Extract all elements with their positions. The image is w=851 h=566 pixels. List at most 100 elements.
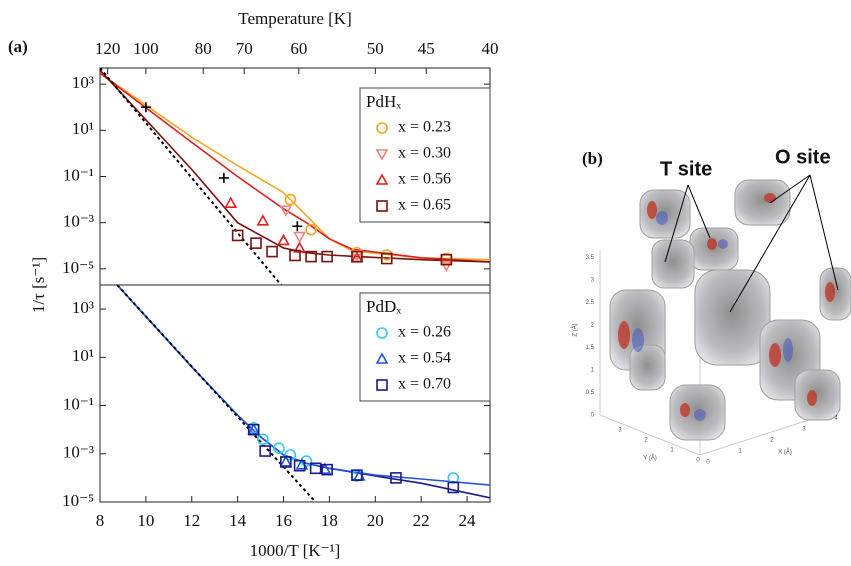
x2-tick-label: 50 bbox=[367, 39, 384, 58]
axis-label: X (Å) bbox=[778, 449, 792, 456]
x2-tick-label: 40 bbox=[482, 39, 499, 58]
y-tick-label: 10⁻³ bbox=[63, 212, 94, 231]
annotation: T site bbox=[660, 158, 712, 180]
x-tick-label: 12 bbox=[183, 511, 200, 530]
y-axis-label: 1/τ [s⁻¹] bbox=[29, 257, 48, 313]
x-tick-label: 14 bbox=[229, 511, 247, 530]
marker bbox=[218, 172, 229, 183]
x2-tick-label: 80 bbox=[195, 39, 212, 58]
marker bbox=[284, 193, 297, 206]
marker bbox=[257, 433, 269, 446]
marker bbox=[279, 455, 293, 467]
marker bbox=[293, 459, 306, 472]
legend-label: x = 0.26 bbox=[398, 324, 451, 341]
x-tick-label: 10 bbox=[137, 511, 154, 530]
marker bbox=[140, 102, 151, 113]
legend-box bbox=[359, 292, 491, 402]
z-tick-label: 1.5 bbox=[586, 345, 595, 351]
marker bbox=[440, 253, 453, 266]
x2-tick-label: 70 bbox=[236, 39, 253, 58]
legend-label: x = 0.70 bbox=[398, 376, 451, 393]
y-tick-label: 10³ bbox=[72, 73, 94, 92]
x2-tick-label: 60 bbox=[290, 39, 307, 58]
marker bbox=[305, 250, 317, 263]
marker bbox=[256, 214, 270, 226]
legend-box bbox=[359, 87, 491, 223]
marker bbox=[247, 423, 260, 436]
marker bbox=[447, 481, 460, 494]
marker bbox=[279, 205, 293, 217]
z-tick-label: 3.5 bbox=[586, 255, 595, 261]
x2-tick-label: 120 bbox=[95, 39, 121, 58]
z-tick-label: 0 bbox=[591, 413, 595, 419]
marker bbox=[375, 173, 389, 185]
x-tick-label: 0 bbox=[706, 460, 710, 466]
marker bbox=[390, 472, 402, 484]
marker bbox=[224, 196, 238, 208]
plot-area bbox=[116, 285, 490, 502]
legend-label: x = 0.56 bbox=[398, 171, 451, 188]
y-tick-label: 3 bbox=[618, 428, 622, 434]
x-tick-label: 8 bbox=[96, 511, 105, 530]
annotation: O site bbox=[775, 146, 831, 168]
panel-label: (b) bbox=[582, 149, 603, 168]
marker bbox=[321, 463, 333, 476]
z-tick-label: 2.5 bbox=[586, 300, 595, 306]
fit-line bbox=[100, 72, 490, 263]
y-tick-label: 10¹ bbox=[72, 119, 94, 138]
marker bbox=[380, 252, 393, 265]
marker bbox=[351, 469, 363, 481]
legend-label: x = 0.30 bbox=[398, 145, 451, 162]
marker bbox=[231, 229, 244, 242]
x-tick-label: 3 bbox=[802, 427, 806, 433]
marker bbox=[247, 423, 261, 435]
marker bbox=[351, 250, 363, 263]
x2-tick-label: 45 bbox=[418, 39, 435, 58]
y-tick-label: 10⁻⁵ bbox=[62, 491, 94, 510]
y-tick-label: 1 bbox=[670, 448, 674, 454]
marker bbox=[280, 456, 292, 468]
y-tick-label: 10⁻⁵ bbox=[62, 258, 94, 277]
marker bbox=[309, 462, 322, 475]
marker bbox=[305, 223, 317, 236]
marker bbox=[440, 260, 453, 273]
y-tick-label: 10⁻³ bbox=[63, 443, 94, 462]
y-tick-label: 10³ bbox=[72, 298, 94, 317]
marker bbox=[375, 352, 389, 364]
dashed-fit-line bbox=[116, 285, 317, 502]
marker bbox=[293, 231, 306, 244]
z-tick-label: 0.5 bbox=[586, 390, 595, 396]
z-tick-label: 1 bbox=[591, 368, 595, 374]
marker bbox=[376, 379, 388, 391]
marker bbox=[321, 250, 333, 263]
x-tick-label: 24 bbox=[459, 511, 477, 530]
marker bbox=[273, 442, 285, 455]
marker bbox=[259, 445, 271, 457]
z-tick-label: 3 bbox=[591, 278, 595, 284]
panel-b-render bbox=[599, 174, 851, 456]
legend-title: PdHₓ bbox=[366, 92, 401, 111]
dashed-fit-line bbox=[100, 68, 282, 285]
marker bbox=[289, 249, 301, 262]
axis-label: Z (Å) bbox=[572, 323, 579, 336]
x-tick-label: 20 bbox=[367, 511, 384, 530]
legend-label: x = 0.65 bbox=[398, 197, 451, 214]
legend-label: x = 0.23 bbox=[398, 119, 451, 136]
axis-label: Y (Å) bbox=[643, 455, 657, 462]
x-tick-label: 16 bbox=[275, 511, 292, 530]
x-tick-label: 2 bbox=[770, 438, 774, 444]
marker bbox=[292, 221, 303, 232]
x2-axis-label: Temperature [K] bbox=[238, 9, 352, 28]
y-tick-label: 10⁻¹ bbox=[63, 394, 94, 413]
plot-area bbox=[100, 68, 490, 285]
marker bbox=[375, 149, 389, 161]
x-tick-label: 18 bbox=[321, 511, 338, 530]
y-tick-label: 0 bbox=[696, 458, 700, 464]
y-tick-label: 10¹ bbox=[72, 346, 94, 365]
marker bbox=[376, 327, 388, 339]
legend-title: PdDₓ bbox=[366, 297, 401, 316]
x-tick-label: 4 bbox=[834, 416, 838, 422]
x-tick-label: 22 bbox=[413, 511, 430, 530]
marker bbox=[266, 245, 278, 258]
